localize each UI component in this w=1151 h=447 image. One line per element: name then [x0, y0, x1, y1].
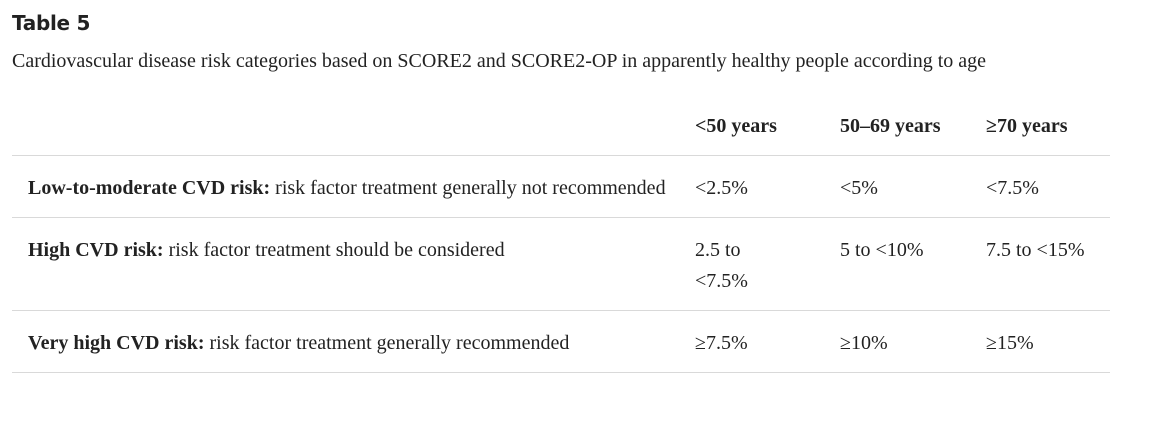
table-row: Very high CVD risk: risk factor treatmen… [12, 310, 1110, 373]
risk-recommendation: risk factor treatment should be consider… [168, 239, 505, 261]
table-row: Low-to-moderate CVD risk: risk factor tr… [12, 155, 1110, 218]
risk-threshold: <2.5% [680, 155, 825, 218]
risk-threshold: <7.5% [971, 155, 1110, 218]
header-cell: <50 years [680, 94, 825, 156]
header-row: <50 years 50–69 years ≥70 years [12, 94, 1110, 156]
risk-category: High CVD risk: [28, 239, 164, 261]
risk-threshold: ≥15% [971, 310, 1110, 373]
risk-category: Low-to-moderate CVD risk: [28, 177, 271, 199]
table-head: <50 years 50–69 years ≥70 years [12, 94, 1110, 156]
row-label-cell: Low-to-moderate CVD risk: risk factor tr… [12, 155, 680, 218]
risk-recommendation: risk factor treatment generally not reco… [275, 177, 666, 199]
risk-category: Very high CVD risk: [28, 332, 205, 354]
table-title: Table 5 [12, 11, 91, 35]
table-body: Low-to-moderate CVD risk: risk factor tr… [12, 155, 1110, 373]
risk-threshold: ≥7.5% [680, 310, 825, 373]
risk-recommendation: risk factor treatment generally recommen… [209, 332, 570, 354]
header-cell [12, 94, 680, 156]
header-cell: ≥70 years [971, 94, 1110, 156]
risk-threshold: <5% [825, 155, 971, 218]
row-label-cell: High CVD risk: risk factor treatment sho… [12, 217, 680, 311]
risk-table: <50 years 50–69 years ≥70 years Low-to-m… [12, 94, 1110, 373]
risk-threshold: ≥10% [825, 310, 971, 373]
row-label-cell: Very high CVD risk: risk factor treatmen… [12, 310, 680, 373]
table-row: High CVD risk: risk factor treatment sho… [12, 217, 1110, 311]
header-cell: 50–69 years [825, 94, 971, 156]
risk-threshold: 2.5 to <7.5% [680, 217, 825, 311]
risk-threshold: 7.5 to <15% [971, 217, 1110, 311]
risk-threshold: 5 to <10% [825, 217, 971, 311]
table-caption: Cardiovascular disease risk categories b… [12, 50, 987, 72]
